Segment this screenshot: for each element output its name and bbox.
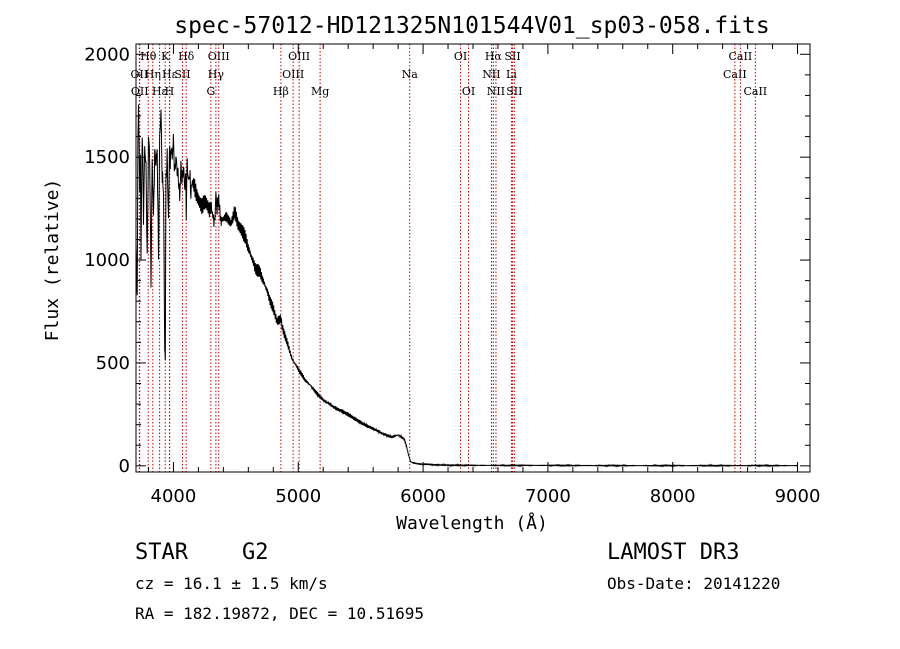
spectral-line-label: OIII <box>288 50 310 63</box>
survey-name: LAMOST DR3 <box>607 540 740 565</box>
spectral-line-label: Hα <box>485 50 503 63</box>
spectral-line-label: Hδ <box>178 50 195 63</box>
spectral-line-label: OII <box>131 85 149 98</box>
object-class: STAR <box>135 540 188 565</box>
spectral-line-label: SII <box>174 68 190 81</box>
observation-date: Obs-Date: 20141220 <box>607 574 781 593</box>
y-tick-label: 2000 <box>84 44 130 65</box>
spectral-line-label: Hε <box>162 68 178 81</box>
spectral-line-label: G <box>206 85 215 98</box>
spectral-line-label: CaII <box>743 85 767 98</box>
x-axis-label: Wavelength (Å) <box>396 512 548 534</box>
spectral-line-label: Hθ <box>140 50 157 63</box>
x-tick-label: 5000 <box>275 486 321 507</box>
spectral-line-label: CaII <box>729 50 753 63</box>
spectral-line-label: Li <box>506 68 517 81</box>
spectral-line-label: K <box>161 50 170 63</box>
spectral-line-label: SII <box>506 85 522 98</box>
spectral-line-label: Na <box>402 68 419 81</box>
spectrum-chart: spec-57012-HD121325N101544V01_sp03-058.f… <box>42 13 821 534</box>
spectral-line-label: OI <box>462 85 475 98</box>
x-axis-ticks: 4000 5000 6000 7000 8000 9000 <box>147 44 821 507</box>
flux-series-line <box>135 104 798 468</box>
x-tick-label: 7000 <box>525 486 571 507</box>
spectral-line-label: Hη <box>145 68 161 81</box>
plot-frame <box>135 43 811 473</box>
spectral-line-label: SII <box>504 50 520 63</box>
y-tick-label: 500 <box>96 353 130 374</box>
y-axis-label: Flux (relative) <box>42 179 63 342</box>
y-tick-label: 0 <box>119 456 130 477</box>
sky-coordinates: RA = 182.19872, DEC = 10.51695 <box>135 604 424 623</box>
spectral-line-label: OI <box>454 50 467 63</box>
y-tick-label: 1000 <box>84 250 130 271</box>
spectral-line-markers <box>138 44 756 472</box>
x-tick-label: 6000 <box>400 486 446 507</box>
spectral-line-label: OIII <box>208 50 230 63</box>
spectral-line-label: Hε <box>152 85 168 98</box>
chart-title: spec-57012-HD121325N101544V01_sp03-058.f… <box>174 13 769 39</box>
redshift-velocity: cz = 16.1 ± 1.5 km/s <box>135 574 328 593</box>
y-axis-ticks: 0 500 1000 1500 2000 <box>84 44 810 477</box>
spectral-line-label: Hβ <box>273 85 289 98</box>
object-subclass: G2 <box>242 540 269 565</box>
x-tick-label: 9000 <box>775 486 821 507</box>
spectral-line-label: Hγ <box>208 68 225 81</box>
spectral-line-label: NII <box>482 68 500 81</box>
x-tick-label: 8000 <box>650 486 696 507</box>
y-tick-label: 1500 <box>84 147 130 168</box>
x-tick-label: 4000 <box>151 486 197 507</box>
spectral-line-label: NII <box>487 85 505 98</box>
spectral-line-label: Mg <box>311 85 329 98</box>
spectral-line-label: CaII <box>723 68 747 81</box>
spectral-line-label: OIII <box>282 68 304 81</box>
spectral-line-label: H <box>165 85 175 98</box>
